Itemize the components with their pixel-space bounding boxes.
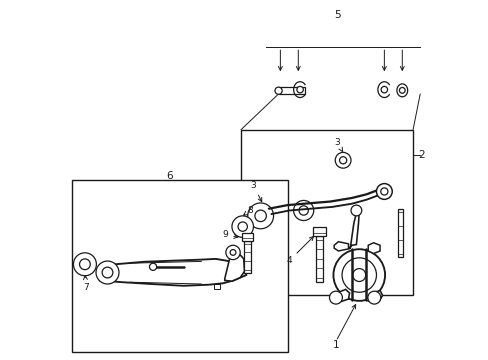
Circle shape [399, 87, 405, 93]
Bar [241, 130, 412, 295]
Text: 5: 5 [334, 10, 340, 20]
Circle shape [274, 87, 282, 94]
Polygon shape [348, 209, 359, 249]
Bar [241, 233, 253, 241]
Polygon shape [333, 242, 348, 251]
Text: 8: 8 [243, 206, 253, 215]
Circle shape [376, 184, 391, 199]
Text: 9: 9 [222, 230, 237, 239]
Text: 2: 2 [418, 150, 424, 160]
Circle shape [329, 291, 342, 304]
Circle shape [350, 205, 361, 216]
Circle shape [254, 210, 266, 222]
Polygon shape [366, 291, 382, 303]
Circle shape [225, 245, 240, 260]
Circle shape [231, 216, 253, 237]
Circle shape [298, 206, 308, 215]
Circle shape [73, 253, 96, 276]
Circle shape [380, 86, 387, 93]
Bar [313, 226, 325, 235]
Circle shape [230, 249, 235, 255]
Polygon shape [332, 289, 349, 303]
Circle shape [333, 249, 384, 301]
Text: 6: 6 [165, 171, 172, 181]
Text: 3: 3 [250, 181, 261, 202]
Circle shape [238, 222, 247, 231]
Text: 7: 7 [83, 276, 89, 292]
Bar [214, 284, 220, 289]
Circle shape [102, 267, 113, 278]
Polygon shape [367, 243, 379, 253]
Circle shape [367, 291, 380, 304]
Circle shape [335, 152, 350, 168]
Circle shape [293, 201, 313, 221]
Text: 3: 3 [333, 138, 342, 152]
Circle shape [380, 188, 387, 195]
Bar [316, 235, 323, 282]
Bar [397, 209, 403, 257]
Polygon shape [224, 252, 244, 281]
Bar [72, 180, 287, 352]
Circle shape [149, 263, 156, 270]
Circle shape [341, 258, 376, 292]
Polygon shape [99, 259, 246, 286]
Circle shape [247, 203, 273, 229]
Circle shape [96, 261, 119, 284]
Bar [244, 241, 250, 273]
Circle shape [80, 259, 90, 270]
Circle shape [339, 157, 346, 164]
Bar [278, 87, 305, 94]
Circle shape [296, 86, 303, 93]
Text: 1: 1 [332, 340, 339, 350]
Text: 4: 4 [286, 237, 313, 265]
Circle shape [352, 269, 365, 282]
